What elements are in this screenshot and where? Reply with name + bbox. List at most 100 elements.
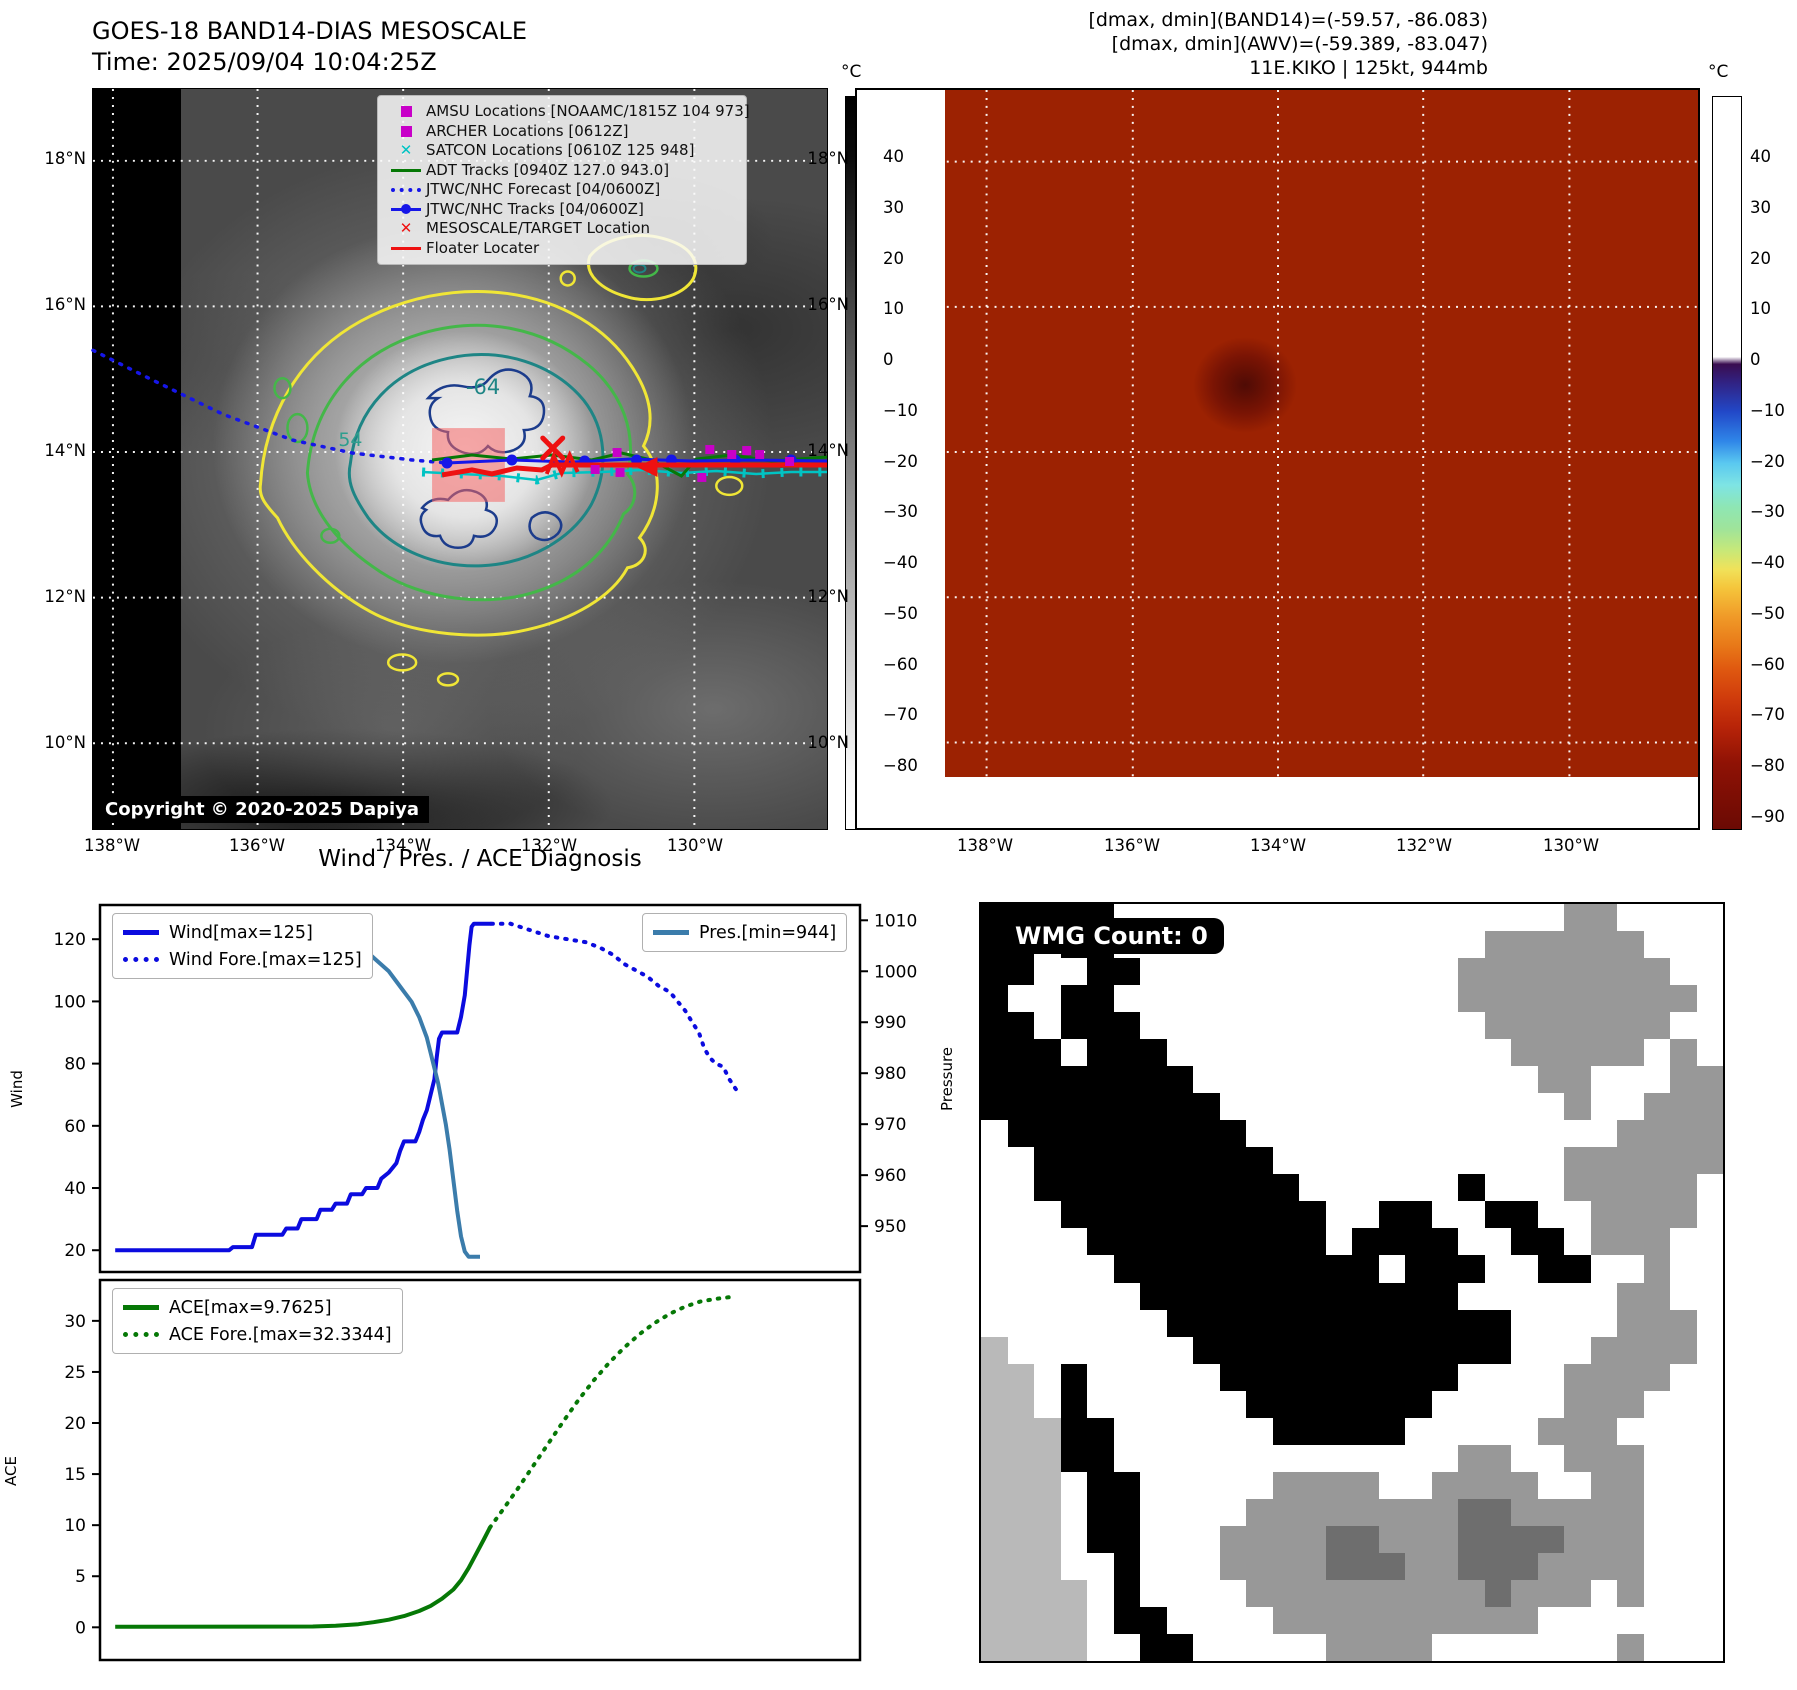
- wmg-cell: [1696, 1444, 1723, 1472]
- wmg-cell: [1590, 1120, 1617, 1148]
- wmg-cell: [1405, 1012, 1432, 1040]
- wmg-cell: [1511, 985, 1538, 1013]
- colorbar-tick-label: 0: [1750, 350, 1761, 370]
- wmg-cell: [1537, 1606, 1564, 1634]
- wmg-cell: [1696, 1093, 1723, 1121]
- wmg-cell: [1378, 1471, 1405, 1499]
- wmg-cell: [1087, 1606, 1114, 1634]
- wmg-cell: [1246, 1066, 1273, 1094]
- wmg-cell: [1272, 1606, 1299, 1634]
- wmg-cell: [981, 1606, 1008, 1634]
- wmg-cell: [1537, 1444, 1564, 1472]
- legend-item: ACE[max=9.7625]: [123, 1294, 392, 1321]
- wmg-cell: [1617, 1363, 1644, 1391]
- wmg-cell: [1007, 1309, 1034, 1337]
- wmg-cell: [1246, 1498, 1273, 1526]
- wmg-cell: [1060, 1093, 1087, 1121]
- wmg-cell: [1564, 958, 1591, 986]
- wmg-cell: [1246, 1147, 1273, 1175]
- y-tick-label: 100: [54, 992, 86, 1012]
- wmg-cell: [1617, 904, 1644, 932]
- wmg-cell: [1087, 1120, 1114, 1148]
- contour-speck: [273, 376, 292, 400]
- wmg-cell: [1537, 1201, 1564, 1229]
- wmg-cell: [1193, 1201, 1220, 1229]
- wmg-cell: [1034, 1255, 1061, 1283]
- wmg-cell: [1166, 1174, 1193, 1202]
- wmg-cell: [1590, 1525, 1617, 1553]
- wmg-cell: [1484, 1444, 1511, 1472]
- wmg-cell: [1458, 1174, 1485, 1202]
- wmg-cell: [1511, 1633, 1538, 1661]
- wmg-cell: [1537, 1471, 1564, 1499]
- wmg-cell: [1113, 1606, 1140, 1634]
- wmg-cell: [1272, 1120, 1299, 1148]
- wmg-cell: [1405, 1093, 1432, 1121]
- wmg-cell: [1087, 1471, 1114, 1499]
- pressure-legend: Pres.[min=944]: [642, 913, 848, 952]
- lon-tick-label: 132°W: [520, 836, 578, 855]
- pressure-axis-label: Pressure: [938, 1046, 957, 1112]
- wmg-cell: [1113, 958, 1140, 986]
- wmg-cell: [1060, 1633, 1087, 1661]
- wmg-cell: [1246, 1552, 1273, 1580]
- wmg-cell: [1325, 985, 1352, 1013]
- wmg-cell: [1405, 985, 1432, 1013]
- wmg-cell: [1511, 1390, 1538, 1418]
- wmg-cell: [1140, 1525, 1167, 1553]
- wmg-cell: [1590, 904, 1617, 932]
- wmg-cell: [1696, 958, 1723, 986]
- wmg-cell: [1458, 1498, 1485, 1526]
- wmg-cell: [1087, 1633, 1114, 1661]
- wmg-cell: [1564, 1633, 1591, 1661]
- wmg-cell: [1564, 1552, 1591, 1580]
- wmg-cell: [981, 1552, 1008, 1580]
- wmg-cell: [1246, 1633, 1273, 1661]
- wmg-cell: [1007, 1471, 1034, 1499]
- wmg-cell: [1696, 1363, 1723, 1391]
- wmg-cell: [1617, 1228, 1644, 1256]
- wmg-cell: [1511, 1525, 1538, 1553]
- wmg-cell: [1484, 1147, 1511, 1175]
- wmg-cell: [1219, 1417, 1246, 1445]
- wmg-cell: [1140, 985, 1167, 1013]
- colorbar-tick-label: −40: [883, 553, 918, 572]
- wmg-cell: [1617, 1606, 1644, 1634]
- wmg-cell: [1325, 1606, 1352, 1634]
- wmg-cell: [1352, 1282, 1379, 1310]
- wmg-cell: [1564, 1579, 1591, 1607]
- wmg-cell: [1458, 1093, 1485, 1121]
- wmg-cell: [1484, 1606, 1511, 1634]
- wmg-cell: [1537, 1120, 1564, 1148]
- legend-item-label: AMSU Locations [NOAAMC/1815Z 104 973]: [426, 102, 750, 120]
- wmg-cell: [1007, 1039, 1034, 1067]
- wmg-cell: [1034, 958, 1061, 986]
- wmg-cell: [1590, 1579, 1617, 1607]
- wmg-cell: [1007, 958, 1034, 986]
- wmg-cell: [1431, 1174, 1458, 1202]
- wmg-cell: [1696, 1120, 1723, 1148]
- wmg-cell: [981, 1066, 1008, 1094]
- satcon-markers: [421, 465, 827, 485]
- wmg-cell: [1113, 1174, 1140, 1202]
- wmg-cell: [1272, 1336, 1299, 1364]
- wmg-cell: [1219, 1309, 1246, 1337]
- wmg-cell: [1431, 1282, 1458, 1310]
- wmg-cell: [1034, 1174, 1061, 1202]
- wmg-cell: [1325, 1255, 1352, 1283]
- wmg-cell: [1166, 1255, 1193, 1283]
- wmg-cell: [1643, 1552, 1670, 1580]
- wmg-cell: [1511, 1309, 1538, 1337]
- wmg-cell: [1378, 1012, 1405, 1040]
- wmg-cell: [1034, 1228, 1061, 1256]
- wmg-cell: [1670, 1498, 1697, 1526]
- legend-item-label: Floater Locater: [426, 238, 540, 257]
- line-icon: [386, 246, 426, 250]
- wmg-cell: [1511, 1336, 1538, 1364]
- contour-speck: [715, 475, 744, 497]
- wmg-cell: [1034, 1093, 1061, 1121]
- wmg-cell: [1431, 1390, 1458, 1418]
- wmg-cell: [1670, 1552, 1697, 1580]
- wmg-cell: [1696, 1228, 1723, 1256]
- wmg-cell: [1166, 1120, 1193, 1148]
